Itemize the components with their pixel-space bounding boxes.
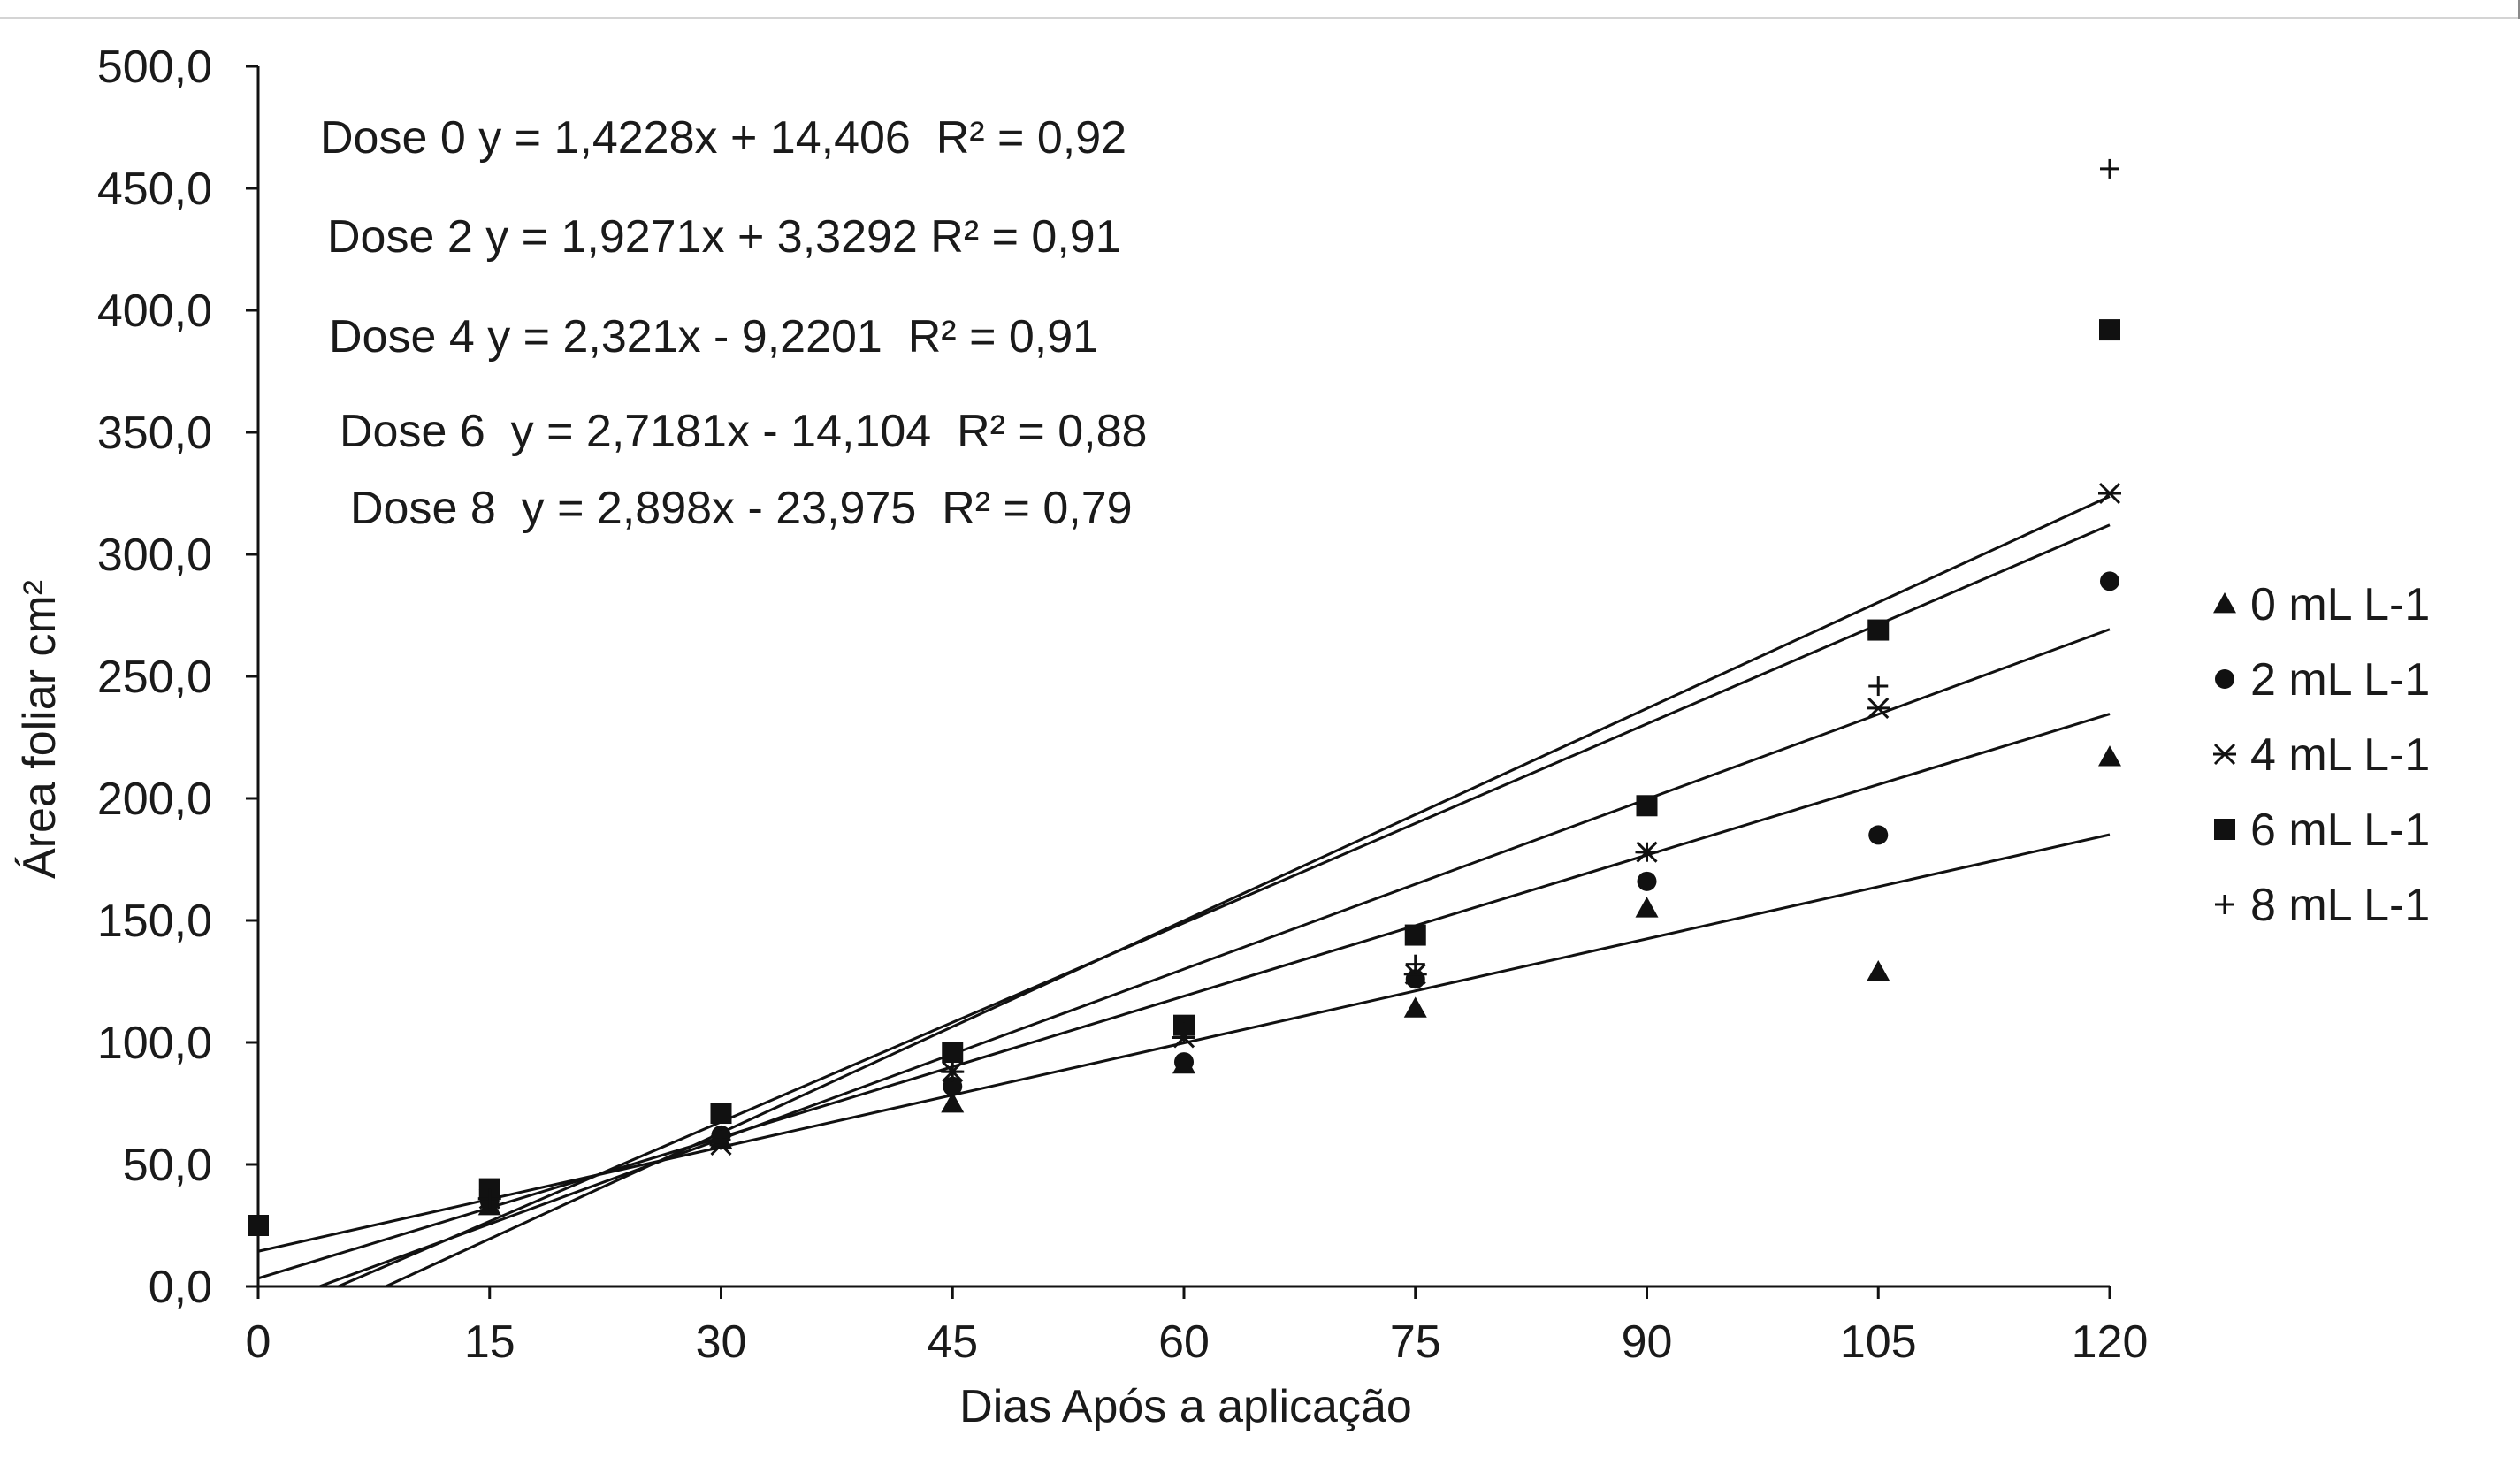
legend-marker-square [2214, 819, 2235, 840]
y-tick-label: 250,0 [97, 652, 212, 703]
square-marker-shape [1405, 925, 1426, 946]
legend-item: 4 mL L-1 [2213, 729, 2430, 781]
data-point-triangle [1404, 996, 1427, 1017]
circle-marker-shape [1638, 872, 1657, 891]
trendline-2-ml [258, 714, 2110, 1278]
chart-legend: 0 mL L-1 2 mL L-1 4 mL L-1 6 mL L-1 8 mL L-1 [2213, 579, 2430, 931]
data-point-triangle [2098, 745, 2121, 766]
data-point-square [1867, 620, 1889, 641]
y-tick-label: 100,0 [97, 1018, 212, 1069]
x-tick-label: 90 [1622, 1317, 1673, 1368]
data-point-square [1637, 795, 1658, 816]
y-tick-label: 0,0 [149, 1262, 212, 1313]
data-point-asterisk [2098, 484, 2121, 503]
legend-label: 8 mL L-1 [2250, 880, 2430, 931]
trend-lines [258, 496, 2110, 1286]
y-tick-label: 300,0 [97, 530, 212, 581]
triangle-marker-shape [1636, 897, 1659, 917]
x-tick-label: 60 [1158, 1317, 1210, 1368]
circle-marker-shape [2215, 669, 2234, 689]
triangle-marker-shape [2213, 592, 2236, 613]
square-marker-shape [248, 1215, 269, 1236]
y-axis-title: Área foliar cm² [14, 580, 65, 879]
legend-item: 8 mL L-1 [2215, 880, 2430, 931]
data-point-square [942, 1042, 963, 1063]
legend-label: 6 mL L-1 [2250, 805, 2430, 856]
square-marker-shape [1637, 795, 1658, 816]
y-tick-label: 350,0 [97, 408, 212, 459]
circle-marker-shape [1174, 1052, 1194, 1072]
trend-equation-label: Dose 0 y = 1,4228x + 14,406 R² = 0,92 [320, 112, 1126, 164]
trend-equation-label: Dose 2 y = 1,9271x + 3,3292 R² = 0,91 [327, 211, 1121, 263]
data-point-plus [1868, 676, 1888, 696]
data-point-square [1405, 925, 1426, 946]
trendline-0-ml [258, 835, 2110, 1251]
data-point-circle [1638, 872, 1657, 891]
y-tick-label: 50,0 [123, 1140, 212, 1191]
data-point-plus [2100, 159, 2119, 179]
x-tick-label: 15 [464, 1317, 515, 1368]
x-tick-label: 105 [1840, 1317, 1917, 1368]
legend-marker-plus [2215, 895, 2234, 914]
legend-label: 4 mL L-1 [2250, 729, 2430, 781]
data-point-circle [2100, 571, 2119, 591]
legend-marker-asterisk [2213, 744, 2236, 764]
x-tick-label: 120 [2072, 1317, 2149, 1368]
data-point-plus [1406, 955, 1425, 974]
triangle-marker-shape [2098, 745, 2121, 766]
legend-item: 0 mL L-1 [2213, 579, 2430, 630]
trendline-4-ml [319, 630, 2110, 1286]
triangle-marker-shape [1867, 960, 1890, 981]
circle-marker-shape [2100, 571, 2119, 591]
x-tick-label: 75 [1390, 1317, 1441, 1368]
triangle-marker-shape [1404, 996, 1427, 1017]
trend-equation-label: Dose 6 y = 2,7181x - 14,104 R² = 0,88 [340, 406, 1147, 457]
data-point-square [711, 1103, 732, 1124]
square-marker-shape [2099, 319, 2120, 340]
x-tick-label: 45 [927, 1317, 978, 1368]
data-point-square [2099, 319, 2120, 340]
x-tick-label: 30 [696, 1317, 747, 1368]
y-tick-label: 500,0 [97, 42, 212, 93]
x-tick-label: 0 [246, 1317, 271, 1368]
legend-item: 6 mL L-1 [2214, 805, 2430, 856]
square-marker-shape [1867, 620, 1889, 641]
data-point-square [248, 1215, 269, 1236]
y-tick-label: 200,0 [97, 774, 212, 825]
y-tick-label: 450,0 [97, 164, 212, 215]
trendline-8-ml [386, 496, 2110, 1286]
legend-label: 2 mL L-1 [2250, 654, 2430, 706]
square-marker-shape [2214, 819, 2235, 840]
data-point-triangle [1636, 897, 1659, 917]
y-tick-label: 400,0 [97, 286, 212, 337]
legend-item: 2 mL L-1 [2215, 654, 2430, 706]
y-tick-label: 150,0 [97, 896, 212, 947]
data-point-circle [1174, 1052, 1194, 1072]
square-marker-shape [711, 1103, 732, 1124]
legend-marker-triangle [2213, 592, 2236, 613]
square-marker-shape [942, 1042, 963, 1063]
trendline-6-ml [339, 525, 2110, 1286]
trend-equation-label: Dose 8 y = 2,898x - 23,975 R² = 0,79 [350, 483, 1133, 534]
circle-marker-shape [1868, 825, 1888, 844]
data-point-triangle [1867, 960, 1890, 981]
data-point-circle [1868, 825, 1888, 844]
legend-marker-circle [2215, 669, 2234, 689]
trend-equations: Dose 0 y = 1,4228x + 14,406 R² = 0,92 Dos… [320, 112, 1147, 534]
trend-equation-label: Dose 4 y = 2,321x - 9,2201 R² = 0,91 [329, 311, 1098, 363]
x-axis-title: Dias Após a aplicação [959, 1381, 1412, 1432]
legend-label: 0 mL L-1 [2250, 579, 2430, 630]
